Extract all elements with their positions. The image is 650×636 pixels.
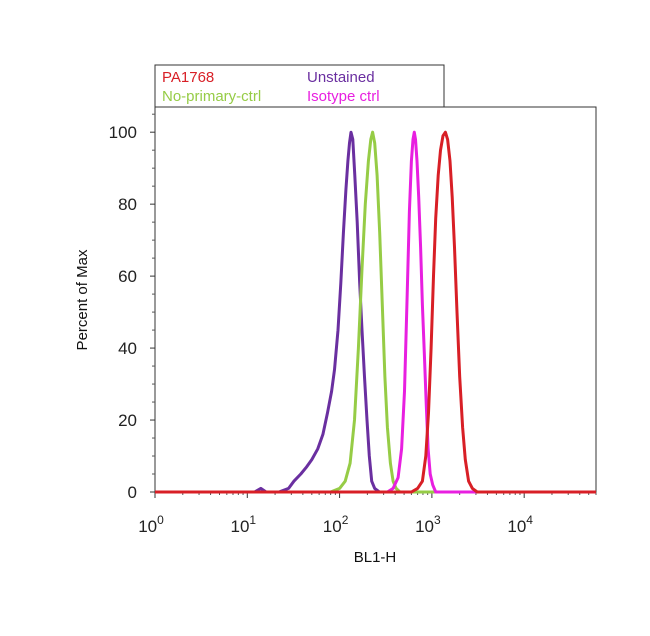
y-tick-label: 40 [118, 339, 137, 358]
y-tick-label: 100 [109, 123, 137, 142]
x-tick-label: 102 [323, 513, 349, 536]
x-tick-base: 10 [507, 517, 526, 536]
x-tick-exponent: 4 [526, 513, 533, 527]
x-tick-label: 104 [507, 513, 533, 536]
x-tick-exponent: 3 [434, 513, 441, 527]
x-tick-exponent: 2 [342, 513, 349, 527]
legend-entry-isotype-ctrl: Isotype ctrl [307, 88, 380, 105]
series-line-no-primary-ctrl [155, 130, 596, 494]
x-tick-base: 10 [138, 517, 157, 536]
series-line-unstained [155, 130, 596, 494]
y-tick-label: 60 [118, 267, 137, 286]
x-tick-base: 10 [323, 517, 342, 536]
series-line-pa1768 [155, 130, 596, 494]
x-tick-base: 10 [230, 517, 249, 536]
legend-entry-unstained: Unstained [307, 69, 375, 86]
x-tick-label: 101 [230, 513, 256, 536]
x-tick-exponent: 0 [157, 513, 164, 527]
y-axis-title: Percent of Max [74, 249, 91, 350]
y-tick-label: 80 [118, 195, 137, 214]
x-tick-exponent: 1 [249, 513, 256, 527]
series-line-isotype-ctrl [155, 130, 596, 494]
series-lines [155, 130, 596, 494]
x-tick-label: 100 [138, 513, 164, 536]
x-tick-base: 10 [415, 517, 434, 536]
y-tick-label: 20 [118, 411, 137, 430]
x-axis-title: BL1-H [354, 549, 397, 566]
x-tick-label: 103 [415, 513, 441, 536]
legend-entry-no-primary-ctrl: No-primary-ctrl [162, 88, 261, 105]
y-tick-label: 0 [128, 483, 137, 502]
legend-box [154, 64, 445, 108]
legend-entry-pa1768: PA1768 [162, 69, 214, 86]
legend: PA1768 Unstained No-primary-ctrl Isotype… [154, 64, 445, 108]
